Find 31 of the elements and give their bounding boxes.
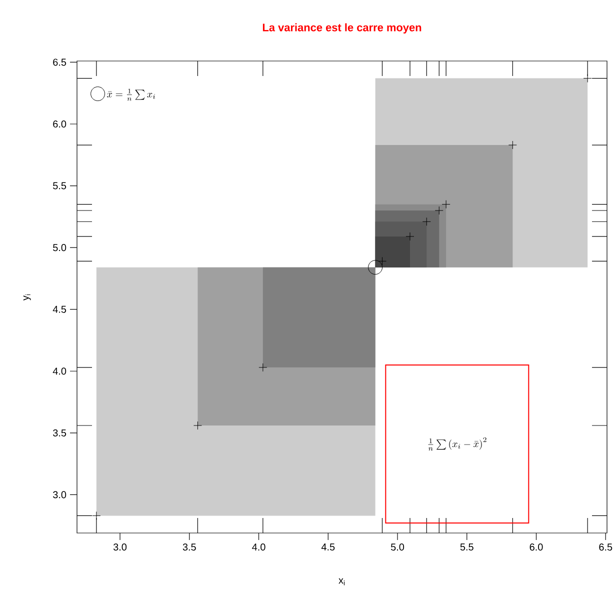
point	[583, 74, 592, 83]
x-tick-label: 4.5	[321, 544, 335, 550]
y-tick-label: 6.5	[53, 58, 66, 66]
x-tick-label: 5.0	[390, 544, 404, 551]
point	[406, 232, 414, 241]
point	[368, 260, 383, 275]
y-tick-label: 3.5	[53, 429, 66, 436]
point	[193, 421, 202, 430]
x-tick-label: 5.5	[460, 544, 474, 550]
x-tick-label: 6.0	[530, 544, 543, 551]
chart-title: La variance est le carre moyen	[262, 23, 422, 34]
point	[434, 206, 444, 215]
y-tick-label: 4.0	[52, 368, 66, 375]
point	[258, 363, 268, 372]
x-tick-label: 3.0	[113, 544, 127, 551]
annotation: $\frac{1}{n}\sum\left(x_i-\bar{x}\right)^2$	[428, 437, 486, 451]
x-tick-label: 6.5	[599, 544, 612, 551]
point	[508, 140, 517, 150]
point	[422, 217, 431, 226]
y-tick-label: 5.5	[53, 182, 66, 190]
y-tick-label: 5.0	[53, 244, 66, 252]
legend-label: $\bar{x}=\frac{1}{n}\sum x_i$	[107, 88, 156, 101]
point	[92, 511, 101, 520]
x-tick-label: 4.0	[252, 544, 266, 551]
y-tick-label: 4.5	[52, 306, 66, 313]
y-tick-label: 6.0	[53, 120, 66, 128]
x-tick-label: 3.5	[182, 544, 196, 551]
y-tick-label: 3.0	[53, 491, 66, 498]
y-axis-title: y$_{i}$	[23, 294, 31, 300]
x-axis-title: x$_{i}$	[338, 578, 345, 586]
point	[442, 200, 450, 209]
